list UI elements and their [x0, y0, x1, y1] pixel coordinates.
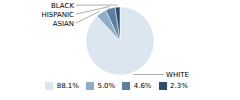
- html-text:2.3%: 2.3%: [170, 82, 188, 90]
- svg-text:ASIAN: ASIAN: [53, 20, 74, 28]
- html-text:5.0%: 5.0%: [97, 82, 116, 90]
- html-text:88.1%: 88.1%: [56, 82, 79, 90]
- svg-text:WHITE: WHITE: [166, 71, 189, 79]
- svg-text:HISPANIC: HISPANIC: [41, 11, 74, 19]
- svg-text:BLACK: BLACK: [51, 2, 74, 10]
- html-text:4.6%: 4.6%: [133, 82, 152, 90]
